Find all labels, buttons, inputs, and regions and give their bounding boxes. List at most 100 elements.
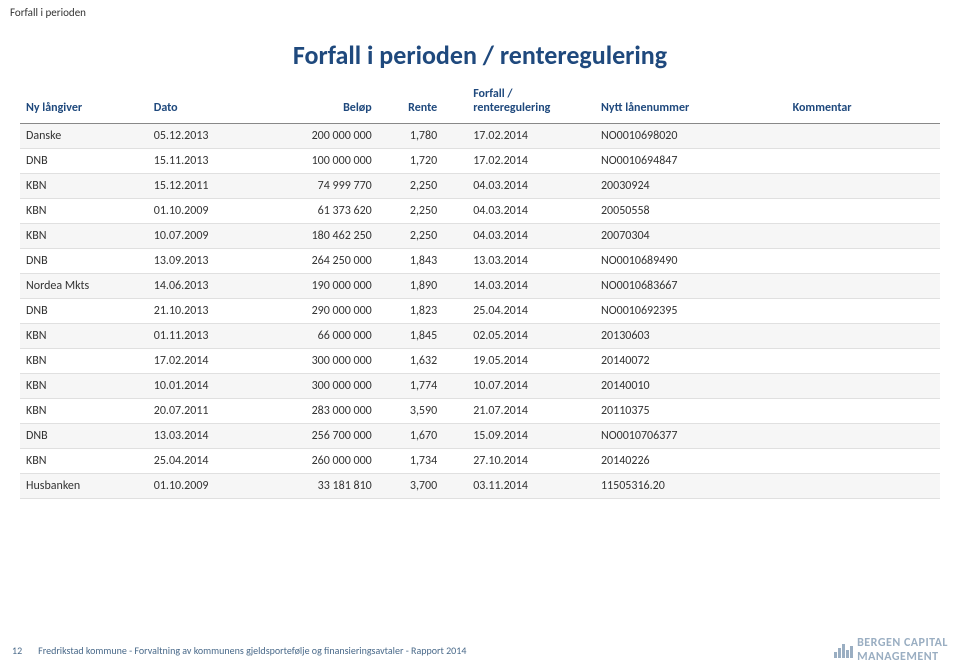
cell-date: 01.11.2013 <box>148 324 250 349</box>
table-row: KBN17.02.2014300 000 0001,63219.05.20142… <box>20 349 940 374</box>
table-row: Danske05.12.2013200 000 0001,78017.02.20… <box>20 124 940 149</box>
cell-loan: NO0010683667 <box>595 274 787 299</box>
cell-amount: 190 000 000 <box>250 274 378 299</box>
table-row: DNB13.09.2013264 250 0001,84313.03.2014N… <box>20 249 940 274</box>
cell-amount: 264 250 000 <box>250 249 378 274</box>
cell-rate: 3,700 <box>378 474 467 499</box>
table-header-row: Ny långiver Dato Beløp Rente Forfall / r… <box>20 83 940 124</box>
cell-comment <box>787 174 940 199</box>
cell-forfall: 27.10.2014 <box>467 449 595 474</box>
cell-date: 25.04.2014 <box>148 449 250 474</box>
cell-lender: KBN <box>20 374 148 399</box>
col-amount: Beløp <box>250 83 378 124</box>
cell-lender: Danske <box>20 124 148 149</box>
cell-loan: NO0010706377 <box>595 424 787 449</box>
cell-loan: 11505316.20 <box>595 474 787 499</box>
cell-loan: NO0010689490 <box>595 249 787 274</box>
cell-comment <box>787 399 940 424</box>
cell-loan: NO0010692395 <box>595 299 787 324</box>
cell-forfall: 17.02.2014 <box>467 124 595 149</box>
cell-lender: KBN <box>20 324 148 349</box>
cell-lender: KBN <box>20 199 148 224</box>
cell-rate: 3,590 <box>378 399 467 424</box>
table-row: DNB21.10.2013290 000 0001,82325.04.2014N… <box>20 299 940 324</box>
cell-date: 20.07.2011 <box>148 399 250 424</box>
table-row: Nordea Mkts14.06.2013190 000 0001,89014.… <box>20 274 940 299</box>
cell-rate: 2,250 <box>378 199 467 224</box>
cell-date: 21.10.2013 <box>148 299 250 324</box>
cell-comment <box>787 374 940 399</box>
table-row: KBN20.07.2011283 000 0003,59021.07.20142… <box>20 399 940 424</box>
cell-amount: 180 462 250 <box>250 224 378 249</box>
cell-forfall: 02.05.2014 <box>467 324 595 349</box>
cell-lender: Husbanken <box>20 474 148 499</box>
cell-forfall: 14.03.2014 <box>467 274 595 299</box>
cell-lender: KBN <box>20 399 148 424</box>
cell-rate: 1,845 <box>378 324 467 349</box>
cell-forfall: 13.03.2014 <box>467 249 595 274</box>
cell-forfall: 10.07.2014 <box>467 374 595 399</box>
logo-line-2: MANAGEMENT <box>857 650 948 664</box>
logo-bars-icon <box>834 642 853 658</box>
cell-date: 05.12.2013 <box>148 124 250 149</box>
maturity-table: Ny långiver Dato Beløp Rente Forfall / r… <box>20 83 940 499</box>
cell-date: 14.06.2013 <box>148 274 250 299</box>
table-row: KBN10.01.2014300 000 0001,77410.07.20142… <box>20 374 940 399</box>
col-lender: Ny långiver <box>20 83 148 124</box>
breadcrumb: Forfall i perioden <box>0 0 960 25</box>
cell-forfall: 03.11.2014 <box>467 474 595 499</box>
cell-amount: 283 000 000 <box>250 399 378 424</box>
cell-forfall: 04.03.2014 <box>467 199 595 224</box>
cell-amount: 290 000 000 <box>250 299 378 324</box>
cell-amount: 61 373 620 <box>250 199 378 224</box>
brand-logo: BERGEN CAPITAL MANAGEMENT <box>834 636 948 664</box>
col-date: Dato <box>148 83 250 124</box>
cell-lender: DNB <box>20 249 148 274</box>
cell-loan: 20140072 <box>595 349 787 374</box>
cell-lender: KBN <box>20 174 148 199</box>
table-row: KBN01.11.201366 000 0001,84502.05.201420… <box>20 324 940 349</box>
table-row: Husbanken01.10.200933 181 8103,70003.11.… <box>20 474 940 499</box>
cell-date: 13.03.2014 <box>148 424 250 449</box>
cell-lender: DNB <box>20 149 148 174</box>
cell-lender: KBN <box>20 449 148 474</box>
cell-loan: NO0010698020 <box>595 124 787 149</box>
cell-rate: 1,734 <box>378 449 467 474</box>
cell-loan: 20140010 <box>595 374 787 399</box>
cell-rate: 1,843 <box>378 249 467 274</box>
cell-rate: 1,774 <box>378 374 467 399</box>
cell-comment <box>787 474 940 499</box>
page-number: 12 <box>12 644 22 657</box>
cell-forfall: 04.03.2014 <box>467 174 595 199</box>
cell-forfall: 17.02.2014 <box>467 149 595 174</box>
table-row: DNB13.03.2014256 700 0001,67015.09.2014N… <box>20 424 940 449</box>
cell-lender: Nordea Mkts <box>20 274 148 299</box>
col-forfall: Forfall / renteregulering <box>467 83 595 124</box>
table-row: DNB15.11.2013100 000 0001,72017.02.2014N… <box>20 149 940 174</box>
cell-rate: 1,670 <box>378 424 467 449</box>
cell-lender: DNB <box>20 299 148 324</box>
table-row: KBN01.10.200961 373 6202,25004.03.201420… <box>20 199 940 224</box>
cell-comment <box>787 324 940 349</box>
cell-date: 15.11.2013 <box>148 149 250 174</box>
logo-line-1: BERGEN CAPITAL <box>857 636 948 650</box>
cell-amount: 300 000 000 <box>250 349 378 374</box>
cell-comment <box>787 349 940 374</box>
cell-rate: 1,780 <box>378 124 467 149</box>
cell-rate: 2,250 <box>378 224 467 249</box>
cell-forfall: 19.05.2014 <box>467 349 595 374</box>
cell-lender: KBN <box>20 224 148 249</box>
cell-amount: 74 999 770 <box>250 174 378 199</box>
cell-amount: 260 000 000 <box>250 449 378 474</box>
cell-comment <box>787 224 940 249</box>
cell-amount: 100 000 000 <box>250 149 378 174</box>
cell-loan: 20140226 <box>595 449 787 474</box>
cell-date: 17.02.2014 <box>148 349 250 374</box>
cell-forfall: 21.07.2014 <box>467 399 595 424</box>
cell-date: 15.12.2011 <box>148 174 250 199</box>
cell-rate: 2,250 <box>378 174 467 199</box>
cell-lender: KBN <box>20 349 148 374</box>
cell-comment <box>787 199 940 224</box>
table-row: KBN15.12.201174 999 7702,25004.03.201420… <box>20 174 940 199</box>
cell-date: 13.09.2013 <box>148 249 250 274</box>
